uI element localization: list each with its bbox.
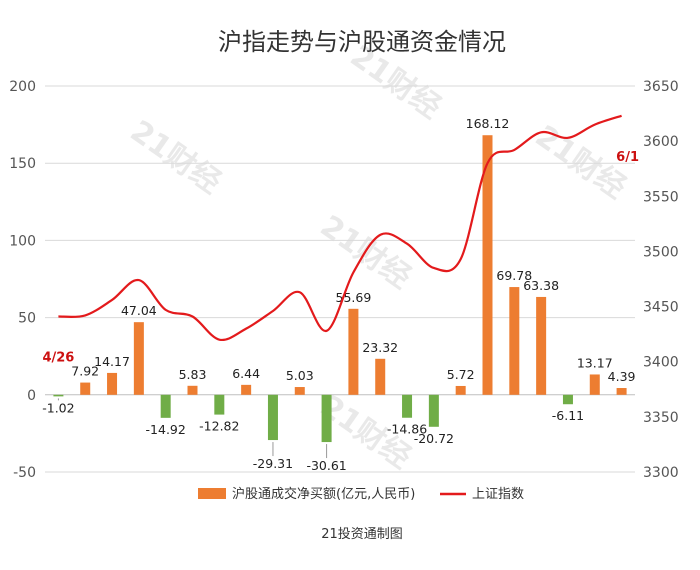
- bar: [482, 135, 493, 395]
- bar-data-label: 47.04: [121, 303, 157, 318]
- left-tick-label: 150: [9, 156, 36, 172]
- bar: [53, 394, 64, 397]
- index-line: [58, 114, 622, 342]
- bar: [214, 394, 225, 415]
- legend-bar-label: 沪股通成交净买额(亿元,人民币): [232, 486, 415, 502]
- bar-data-label: 63.38: [523, 278, 559, 293]
- right-tick-label: 3400: [643, 355, 679, 371]
- bar: [428, 394, 439, 427]
- left-tick-label: -50: [13, 465, 36, 481]
- right-tick-label: 3600: [643, 134, 679, 150]
- left-tick-label: 100: [9, 233, 36, 249]
- bar-data-label: 5.03: [286, 368, 314, 383]
- bar: [589, 374, 600, 395]
- bar-data-label: 23.32: [362, 340, 398, 355]
- bar-data-label: 69.78: [496, 268, 532, 283]
- bar: [536, 296, 547, 395]
- chart-title: 沪指走势与沪股通资金情况: [218, 28, 506, 56]
- bar-data-label: -29.31: [253, 456, 293, 471]
- bar: [80, 382, 91, 395]
- bar: [294, 387, 305, 395]
- bar-data-label: 4.39: [608, 369, 636, 384]
- right-tick-label: 3500: [643, 244, 679, 260]
- left-tick-label: 50: [18, 311, 36, 327]
- right-tick-label: 3350: [643, 410, 679, 426]
- bar: [241, 384, 252, 395]
- bar-data-label: 5.83: [179, 367, 207, 382]
- bar-data-label: -20.72: [414, 431, 454, 446]
- right-tick-label: 3300: [643, 465, 679, 481]
- bar: [375, 358, 386, 395]
- chart-credit: 21投资通制图: [321, 526, 403, 542]
- bar-data-label: -6.11: [552, 408, 584, 423]
- bar: [509, 287, 520, 395]
- bar-data-label: -12.82: [199, 419, 239, 434]
- annotations: 4/26 6/1: [42, 150, 639, 366]
- right-axis: 3650 3600 3550 3500 3450 3400 3350 3300: [643, 79, 679, 481]
- bar-data-label: 6.44: [232, 366, 260, 381]
- right-tick-label: 3650: [643, 79, 679, 95]
- watermark-0: 21财经: [124, 114, 227, 201]
- bar: [187, 385, 198, 395]
- bar: [107, 372, 118, 395]
- date-annotation: 4/26: [42, 350, 74, 365]
- line-series: [58, 114, 622, 342]
- bar-data-label: -14.86: [387, 422, 427, 437]
- bar: [562, 394, 573, 405]
- bar-data-label: -1.02: [42, 400, 74, 415]
- bar: [321, 394, 332, 443]
- right-tick-label: 3450: [643, 300, 679, 316]
- left-tick-label: 200: [9, 79, 36, 95]
- bar-data-label: -30.61: [306, 458, 346, 473]
- left-axis: 200 150 100 50 0 -50: [9, 79, 36, 481]
- bar: [133, 322, 144, 395]
- right-tick-label: 3550: [643, 189, 679, 205]
- bar-data-label: 13.17: [577, 355, 613, 370]
- legend-bar-swatch: [198, 488, 226, 499]
- bar: [160, 394, 171, 418]
- bar-data-label: -14.92: [146, 422, 186, 437]
- bar: [455, 385, 466, 395]
- bar: [402, 394, 413, 418]
- bar-series: [53, 135, 627, 443]
- left-tick-label: 0: [27, 388, 36, 404]
- bar-data-label: 5.72: [447, 367, 475, 382]
- legend: 沪股通成交净买额(亿元,人民币) 上证指数: [198, 486, 524, 502]
- date-annotation: 6/1: [616, 150, 639, 165]
- legend-line-label: 上证指数: [472, 487, 524, 502]
- bar: [616, 388, 627, 395]
- bar-data-label: 14.17: [94, 354, 130, 369]
- bar-data-label: 7.92: [71, 364, 99, 379]
- bar: [267, 394, 278, 441]
- bar: [348, 308, 359, 395]
- bar-data-label: 168.12: [466, 116, 510, 131]
